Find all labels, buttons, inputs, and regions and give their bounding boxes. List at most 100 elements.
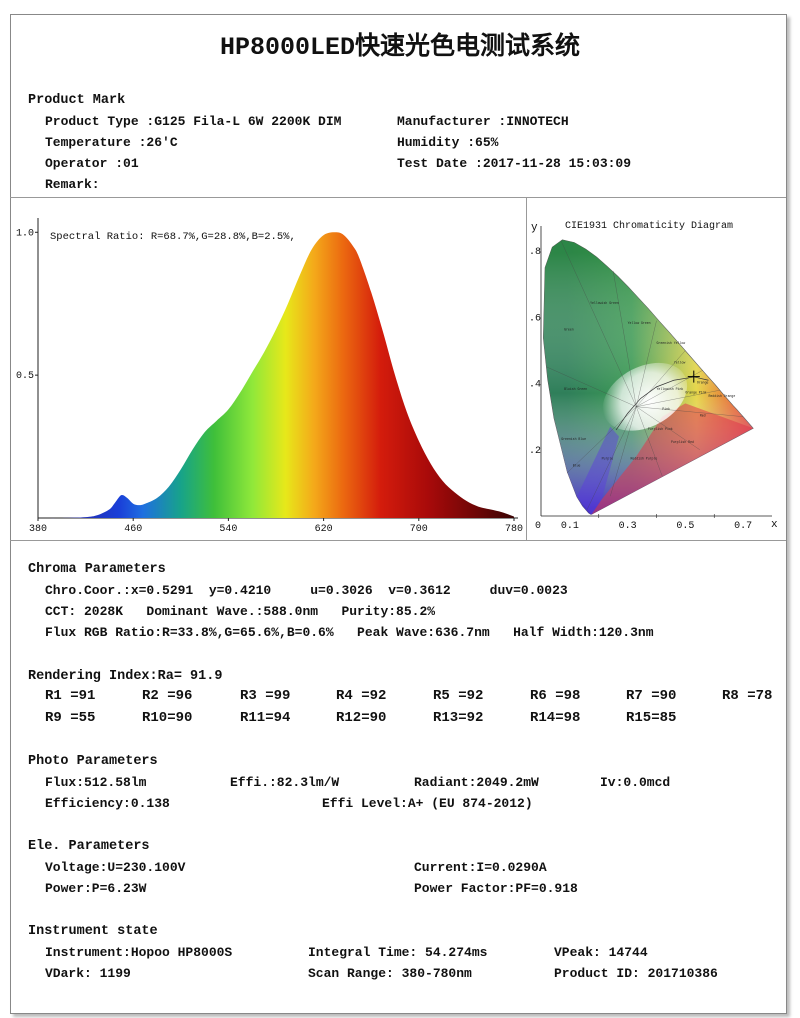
cie-y-label: y	[531, 222, 538, 234]
cie-title: CIE1931 Chromaticity Diagram	[565, 220, 733, 232]
efficacy: Effi.:82.3lm/W	[230, 775, 340, 790]
cie-x-tick-label: 0	[535, 521, 541, 532]
cie-region-label: Greenish Yellow	[657, 341, 686, 345]
temperature: Temperature :26'C	[45, 135, 178, 150]
cie-x-tick-label: 0.7	[734, 521, 752, 532]
cie-region-boundary	[636, 320, 657, 407]
cie-chart: CIE1931 Chromaticity Diagram y x Yellowi…	[529, 220, 778, 532]
test-date: Test Date :2017-11-28 15:03:09	[397, 156, 632, 171]
cie-region-boundary	[546, 366, 637, 407]
cie-region-boundary	[561, 241, 637, 407]
divider	[526, 197, 527, 540]
cie-region-label: Pink	[662, 407, 670, 411]
cie-region-label: Greenish Blue	[561, 437, 586, 441]
chroma-line-cct: CCT: 2028K Dominant Wave.:588.0nm Purity…	[45, 604, 436, 619]
instrument-heading: Instrument state	[28, 924, 158, 939]
cie-y-tick-label: .8	[529, 247, 541, 258]
remark: Remark:	[45, 177, 100, 192]
cie-region-label: Yellowish Green	[590, 301, 619, 305]
rendering-index-value: R8 =78	[722, 688, 773, 704]
spectrum-x-tick-label: 460	[124, 524, 142, 535]
cie-region-label: Red	[700, 414, 706, 418]
rendering-index-value: R6 =98	[530, 688, 581, 704]
cie-region-label: Blue	[573, 463, 581, 467]
luminous-intensity: Iv:0.0mcd	[600, 775, 671, 790]
flux: Flux:512.58lm	[45, 775, 147, 790]
humidity: Humidity :65%	[397, 135, 499, 150]
cie-y-tick-label: .6	[529, 313, 541, 324]
rendering-index-value: R13=92	[433, 710, 484, 726]
spectrum-x-tick-label: 620	[315, 524, 333, 535]
spectral-ratio-annotation: Spectral Ratio: R=68.7%,G=28.8%,B=2.5%,	[50, 231, 296, 243]
product-mark-heading: Product Mark	[28, 93, 126, 108]
cie-region-label: Yellow	[674, 361, 686, 365]
cie-region-label: Bluish Green	[564, 387, 587, 391]
product-id: Product ID: 201710386	[554, 966, 718, 981]
cie-region-label: Yellowish Pink	[657, 387, 684, 391]
cie-blue-region	[576, 426, 619, 515]
cie-region-boundary	[636, 406, 700, 450]
instrument-name: Instrument:Hopoo HP8000S	[45, 945, 233, 960]
cie-region-label: Orange Pink	[685, 390, 706, 394]
integral-time: Integral Time: 54.274ms	[308, 945, 488, 960]
cie-x-label: x	[771, 519, 778, 531]
cie-region-boundary	[636, 406, 744, 417]
rendering-index-value: R14=98	[530, 710, 581, 726]
efficiency: Efficiency:0.138	[45, 796, 170, 811]
efficiency-level: Effi Level:A+ (EU 874-2012)	[322, 796, 533, 811]
current: Current:I=0.0290A	[414, 860, 547, 875]
chroma-heading: Chroma Parameters	[28, 562, 166, 577]
cie-x-tick-label: 0.3	[619, 521, 637, 532]
rendering-index-value: R12=90	[336, 710, 387, 726]
cie-region-label: Reddish Orange	[708, 394, 735, 398]
spectrum-x-tick-label: 780	[505, 524, 523, 535]
power-factor: Power Factor:PF=0.918	[414, 881, 578, 896]
cie-region-boundary	[636, 406, 663, 477]
divider	[10, 540, 786, 541]
cie-region-boundary	[636, 389, 721, 407]
chroma-line-flux-ratio: Flux RGB Ratio:R=33.8%,G=65.6%,B=0.6% Pe…	[45, 625, 654, 640]
cie-x-tick-label: 0.5	[676, 521, 694, 532]
vpeak: VPeak: 14744	[554, 945, 648, 960]
cie-region-label: Orange	[697, 381, 709, 385]
cie-x-tick-label: 0.1	[561, 521, 579, 532]
spectrum-area	[38, 232, 514, 519]
spectrum-x-tick-label: 380	[29, 524, 47, 535]
spectrum-x-tick-label: 700	[410, 524, 428, 535]
cie-red-region	[591, 403, 754, 515]
cie-region-boundary	[612, 270, 637, 407]
vdark: VDark: 1199	[45, 966, 131, 981]
product-type: Product Type :G125 Fila-L 6W 2200K DIM	[45, 114, 342, 129]
rendering-index-value: R1 =91	[45, 688, 96, 704]
cie-region-boundary	[610, 406, 637, 497]
scan-range: Scan Range: 380-780nm	[308, 966, 472, 981]
cie-region-label: Reddish Purple	[631, 457, 658, 461]
cie-y-tick-label: .2	[529, 446, 541, 457]
rendering-index-value: R3 =99	[240, 688, 291, 704]
rendering-index-value: R11=94	[240, 710, 291, 726]
rendering-index-value: R4 =92	[336, 688, 387, 704]
rendering-index-value: R2 =96	[142, 688, 193, 704]
spectrum-y-tick-label: 1.0	[16, 228, 34, 239]
spectrum-chart: 380 460 540 620 700 780 1.0 0.5 Spectral Ratio:…	[16, 218, 523, 535]
cie-region-label: Purple	[602, 457, 614, 461]
rendering-index-value: R15=85	[626, 710, 677, 726]
cie-region-label: Purplish Red	[671, 440, 694, 444]
cie-region-boundary	[566, 406, 637, 474]
rendering-index-value: R10=90	[142, 710, 193, 726]
cie-y-tick-label: .4	[529, 380, 541, 391]
cie-region-boundary	[586, 406, 637, 510]
rendering-index-value: R5 =92	[433, 688, 484, 704]
electrical-heading: Ele. Parameters	[28, 839, 150, 854]
voltage: Voltage:U=230.100V	[45, 860, 186, 875]
cie-region-label: Yellow Green	[628, 321, 651, 325]
power: Power:P=6.23W	[45, 881, 147, 896]
divider	[10, 197, 786, 198]
spectrum-y-tick-label: 0.5	[16, 371, 34, 382]
radiant: Radiant:2049.2mW	[414, 775, 539, 790]
rendering-index-value: R7 =90	[626, 688, 677, 704]
rendering-index-value: R9 =55	[45, 710, 96, 726]
cie-region-boundary	[636, 350, 686, 407]
rendering-heading: Rendering Index:Ra= 91.9	[28, 669, 223, 684]
manufacturer: Manufacturer :INNOTECH	[397, 114, 569, 129]
